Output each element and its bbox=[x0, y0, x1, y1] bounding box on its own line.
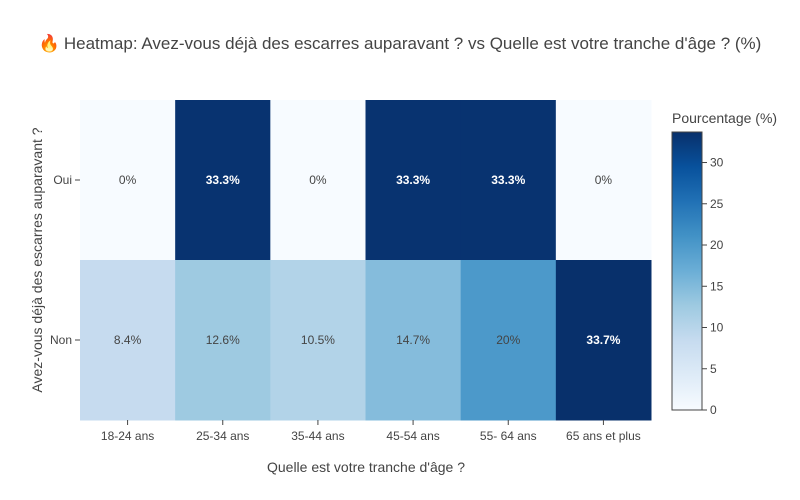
x-tick-label: 65 ans et plus bbox=[566, 429, 641, 443]
x-tick-label: 55- 64 ans bbox=[480, 429, 537, 443]
x-tick-label: 45-54 ans bbox=[386, 429, 439, 443]
heatmap-cell-0-3 bbox=[365, 100, 462, 261]
fire-icon: 🔥 bbox=[38, 34, 60, 53]
colorbar-tick-label: 25 bbox=[710, 197, 724, 211]
chart-title-wrap: 🔥 Heatmap: Avez-vous déjà des escarres au… bbox=[0, 34, 800, 54]
heatmap-cell-0-2 bbox=[270, 100, 366, 261]
x-axis-label: Quelle est votre tranche d'âge ? bbox=[267, 459, 465, 475]
y-axis-ticks: Oui Non bbox=[50, 173, 80, 347]
heatmap-cell-0-0 bbox=[80, 100, 176, 261]
colorbar-title: Pourcentage (%) bbox=[672, 110, 777, 126]
colorbar: Pourcentage (%) 0 5 10 15 20 25 30 bbox=[671, 110, 777, 417]
heatmap-cell-label: 33.3% bbox=[491, 173, 525, 187]
heatmap-cell-1-1 bbox=[175, 260, 271, 421]
heatmap-cell-1-4 bbox=[460, 260, 557, 421]
heatmap-cell-label: 0% bbox=[309, 173, 327, 187]
heatmap-cell-label: 14.7% bbox=[396, 333, 430, 347]
heatmap-cell-1-0 bbox=[80, 260, 176, 421]
x-tick-label: 25-34 ans bbox=[196, 429, 249, 443]
heatmap-cell-label: 0% bbox=[595, 173, 613, 187]
heatmap-cell-label: 12.6% bbox=[206, 333, 240, 347]
y-tick-label: Oui bbox=[53, 173, 72, 187]
colorbar-tick-label: 10 bbox=[710, 321, 724, 335]
x-tick-label: 35-44 ans bbox=[291, 429, 344, 443]
x-tick-label: 18-24 ans bbox=[101, 429, 154, 443]
heatmap-cell-0-4 bbox=[460, 100, 557, 261]
heatmap-cell-1-2 bbox=[270, 260, 366, 421]
colorbar-tick-label: 0 bbox=[710, 403, 717, 417]
colorbar-tick-label: 30 bbox=[710, 156, 724, 170]
colorbar-tick-label: 20 bbox=[710, 238, 724, 252]
chart-title: Heatmap: Avez-vous déjà des escarres aup… bbox=[63, 34, 762, 53]
y-axis-label: Avez-vous déjà des escarres auparavant ? bbox=[29, 127, 45, 392]
colorbar-gradient bbox=[671, 131, 703, 411]
x-axis-ticks: 18-24 ans 25-34 ans 35-44 ans 45-54 ans 55- … bbox=[101, 420, 641, 443]
heatmap-cell-label: 20% bbox=[496, 333, 520, 347]
y-tick-label: Non bbox=[50, 333, 72, 347]
heatmap-cell-label: 0% bbox=[119, 173, 137, 187]
heatmap-cell-1-5 bbox=[555, 260, 652, 421]
heatmap-cell-label: 33.3% bbox=[396, 173, 430, 187]
heatmap-cell-label: 8.4% bbox=[114, 333, 142, 347]
heatmap-cell-label: 10.5% bbox=[301, 333, 335, 347]
heatmap-cell-0-1 bbox=[175, 100, 271, 261]
heatmap-cell-label: 33.7% bbox=[586, 333, 620, 347]
colorbar-tick-label: 15 bbox=[710, 279, 724, 293]
heatmap-cell-label: 33.3% bbox=[206, 173, 240, 187]
colorbar-tick-label: 5 bbox=[710, 362, 717, 376]
heatmap-cell-0-5 bbox=[555, 100, 652, 261]
heatmap-cell-1-3 bbox=[365, 260, 462, 421]
heatmap-cells: 0% 33.3% 0% 33.3% 33.3% 0% 8.4% 12.6% 10.5% 14.7%… bbox=[80, 100, 652, 421]
